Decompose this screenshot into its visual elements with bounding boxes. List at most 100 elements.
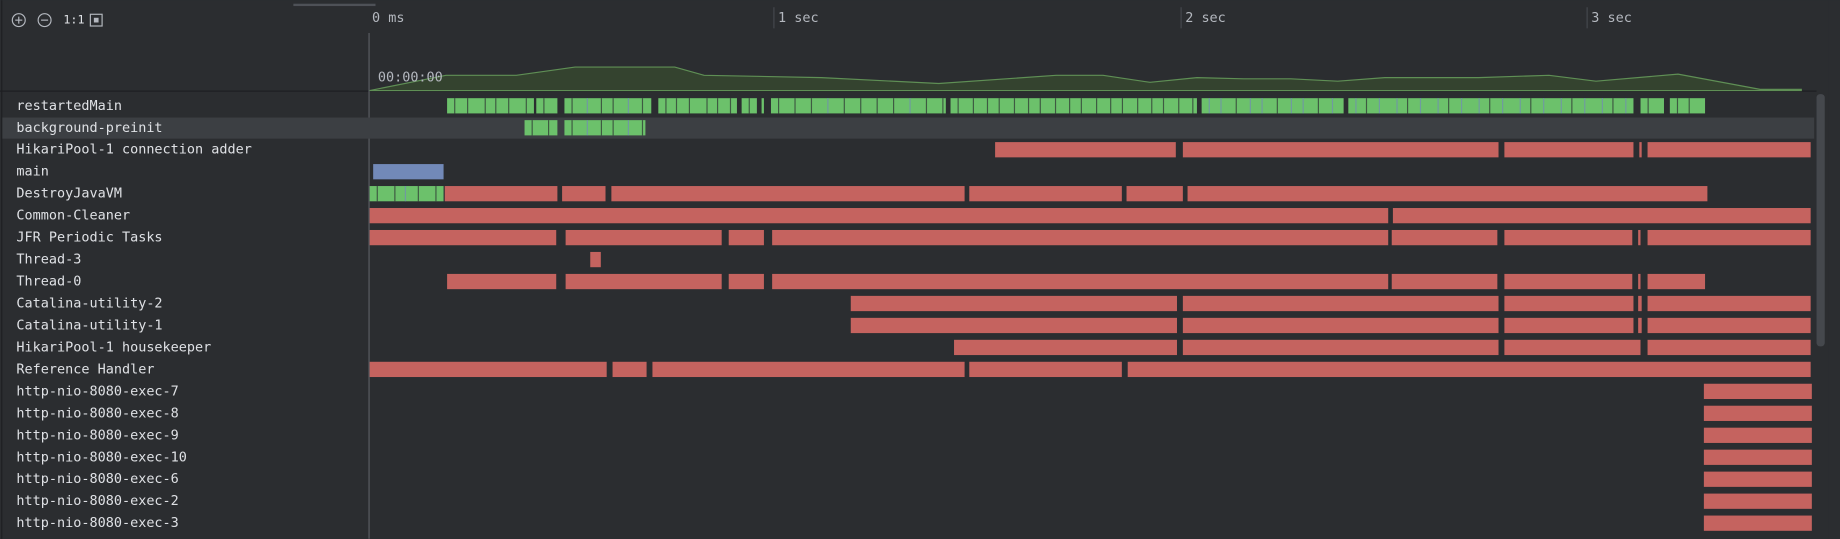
state-segment <box>444 186 558 202</box>
thread-name: http-nio-8080-exec-6 <box>16 471 178 487</box>
state-stripe <box>454 98 456 114</box>
state-segment <box>1182 142 1499 158</box>
state-segment <box>590 251 601 268</box>
selected-row[interactable] <box>2 117 1815 139</box>
state-stripe <box>467 98 469 114</box>
state-stripe <box>1625 98 1627 114</box>
state-stripe <box>435 186 437 202</box>
state-stripe <box>1208 98 1210 114</box>
time-tick: 1 sec <box>778 10 819 26</box>
state-stripe <box>748 98 750 114</box>
zoom-in[interactable] <box>11 13 26 28</box>
state-stripe <box>1235 98 1237 114</box>
state-stripe <box>1331 98 1334 114</box>
state-stripe <box>586 120 588 136</box>
state-stripe <box>1612 98 1614 114</box>
state-stripe <box>1396 98 1398 114</box>
state-segment <box>611 186 965 202</box>
state-stripe <box>909 98 911 114</box>
thread-name: restartedMain <box>16 98 122 114</box>
state-stripe <box>376 186 378 202</box>
state-segment <box>770 98 946 114</box>
state-stripe <box>1355 98 1357 114</box>
state-stripe <box>600 120 602 136</box>
drag-handle <box>293 3 376 7</box>
state-segment <box>1504 339 1641 356</box>
state-segment <box>658 98 737 114</box>
state-segment <box>565 229 722 246</box>
scrollbar[interactable] <box>1816 94 1825 347</box>
state-stripe <box>1543 98 1545 114</box>
state-segment <box>728 229 764 246</box>
state-segment <box>369 186 444 202</box>
state-segment <box>1647 273 1706 290</box>
state-stripe <box>484 98 486 114</box>
state-segment <box>447 98 534 114</box>
state-stripe <box>778 98 780 114</box>
state-segment <box>564 120 646 136</box>
state-stripe <box>972 98 974 114</box>
thread-name: http-nio-8080-exec-2 <box>16 493 178 509</box>
state-segment <box>1187 186 1708 202</box>
state-stripe <box>1519 98 1521 114</box>
state-stripe <box>1460 98 1463 114</box>
state-stripe <box>1378 98 1380 114</box>
state-stripe <box>1261 98 1263 114</box>
state-segment <box>1638 229 1641 246</box>
state-segment <box>1640 98 1664 114</box>
state-segment <box>1504 142 1634 158</box>
state-stripe <box>627 120 629 136</box>
state-segment <box>1703 449 1812 465</box>
state-stripe <box>1647 98 1649 114</box>
state-stripe <box>404 186 407 202</box>
state-stripe <box>1365 98 1368 114</box>
state-segment <box>772 229 1389 246</box>
state-segment <box>1126 186 1183 202</box>
state-segment <box>447 273 557 290</box>
state-stripe <box>675 98 678 114</box>
state-stripe <box>893 98 895 114</box>
state-segment <box>950 98 1197 114</box>
state-segment <box>1647 142 1811 158</box>
time-tick: 0 ms <box>372 10 404 26</box>
state-stripe <box>1151 98 1153 114</box>
state-stripe <box>665 98 667 114</box>
state-stripe <box>1137 98 1139 114</box>
state-stripe <box>942 98 944 114</box>
state-stripe <box>495 98 497 114</box>
state-stripe <box>417 186 419 202</box>
state-segment <box>1703 427 1812 443</box>
state-segment <box>1348 98 1634 114</box>
state-stripe <box>1027 98 1030 114</box>
thread-name: Thread-0 <box>16 274 81 290</box>
state-stripe <box>1584 98 1586 114</box>
state-stripe <box>827 98 829 114</box>
state-segment <box>1639 142 1642 158</box>
state-segment <box>1638 273 1641 290</box>
state-stripe <box>1121 98 1124 114</box>
state-stripe <box>1069 98 1071 114</box>
state-stripe <box>1317 98 1319 114</box>
thread-name: http-nio-8080-exec-8 <box>16 405 178 421</box>
state-stripe <box>586 98 588 114</box>
state-segment <box>969 361 1122 378</box>
zoom-reset[interactable]: 1:1 <box>63 13 84 27</box>
state-segment <box>1669 98 1706 114</box>
thread-name: http-nio-8080-exec-9 <box>16 427 178 443</box>
state-segment <box>772 273 1389 290</box>
fit-button[interactable] <box>89 13 103 27</box>
state-stripe <box>1437 98 1439 114</box>
zoom-out[interactable] <box>37 13 52 28</box>
state-stripe <box>394 186 396 202</box>
state-stripe <box>641 98 644 114</box>
thread-name: background-preinit <box>16 120 162 136</box>
state-segment <box>562 186 606 202</box>
state-stripe <box>1054 98 1057 114</box>
state-stripe <box>1419 98 1422 114</box>
state-segment <box>1182 317 1499 334</box>
state-stripe <box>1162 98 1165 114</box>
state-segment <box>1504 273 1633 290</box>
time-tick: 2 sec <box>1185 10 1226 26</box>
state-segment <box>1703 383 1812 400</box>
state-stripe <box>543 98 545 114</box>
